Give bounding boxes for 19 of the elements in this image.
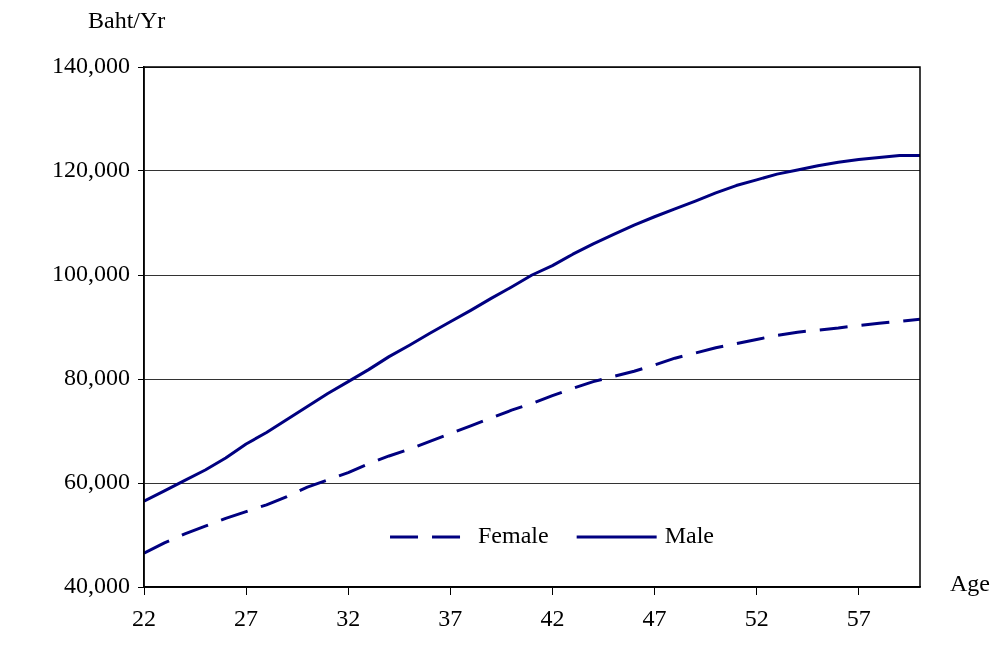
x-tick-label: 22	[132, 604, 156, 631]
y-tick-label: 60,000	[64, 468, 130, 495]
y-tick-label: 100,000	[52, 260, 130, 287]
x-tick-label: 32	[336, 604, 361, 631]
y-tick-label: 40,000	[64, 572, 130, 599]
x-tick-label: 42	[540, 604, 565, 631]
legend-label: Female	[478, 522, 549, 549]
legend-label: Male	[664, 522, 714, 549]
x-axis-title: Age	[950, 570, 990, 597]
x-tick-label: 52	[744, 604, 769, 631]
y-axis-title: Baht/Yr	[88, 7, 166, 34]
y-tick-label: 140,000	[52, 52, 130, 79]
x-tick-label: 47	[642, 604, 667, 631]
y-tick-label: 80,000	[64, 364, 130, 391]
x-tick-label: 57	[846, 604, 871, 631]
line-series	[144, 317, 920, 555]
x-tick-label: 27	[234, 604, 259, 631]
y-tick-label: 120,000	[52, 156, 130, 183]
x-tick-label: 37	[438, 604, 463, 631]
